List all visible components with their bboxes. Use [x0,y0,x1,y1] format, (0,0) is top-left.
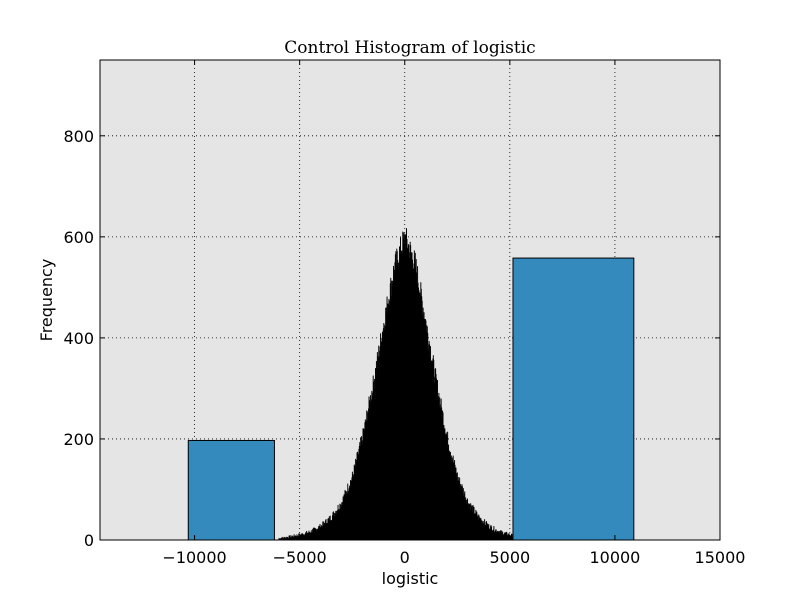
axis-ticks: −10000 −5000 0 5000 10000 15000 0 200 400 600 800 [63,60,745,567]
histogram-bar [512,257,635,541]
y-tick-label: 0 [84,531,94,550]
y-tick-label: 200 [63,430,94,449]
distribution-bins [278,228,514,541]
chart-title: Control Histogram of logistic [284,38,535,58]
y-axis-label: Frequency [37,259,56,342]
histogram-bar [187,439,275,541]
x-tick-label: −5000 [273,548,327,567]
y-tick-label: 400 [63,329,94,348]
x-tick-label: 0 [400,548,410,567]
y-tick-label: 800 [63,127,94,146]
data-layer [187,228,635,541]
x-tick-label: 10000 [589,548,640,567]
y-tick-label: 600 [63,228,94,247]
x-axis-label: logistic [382,569,439,588]
x-tick-label: 15000 [695,548,746,567]
x-tick-label: −10000 [162,548,226,567]
plot-area-frame [99,59,721,541]
x-tick-label: 5000 [489,548,530,567]
